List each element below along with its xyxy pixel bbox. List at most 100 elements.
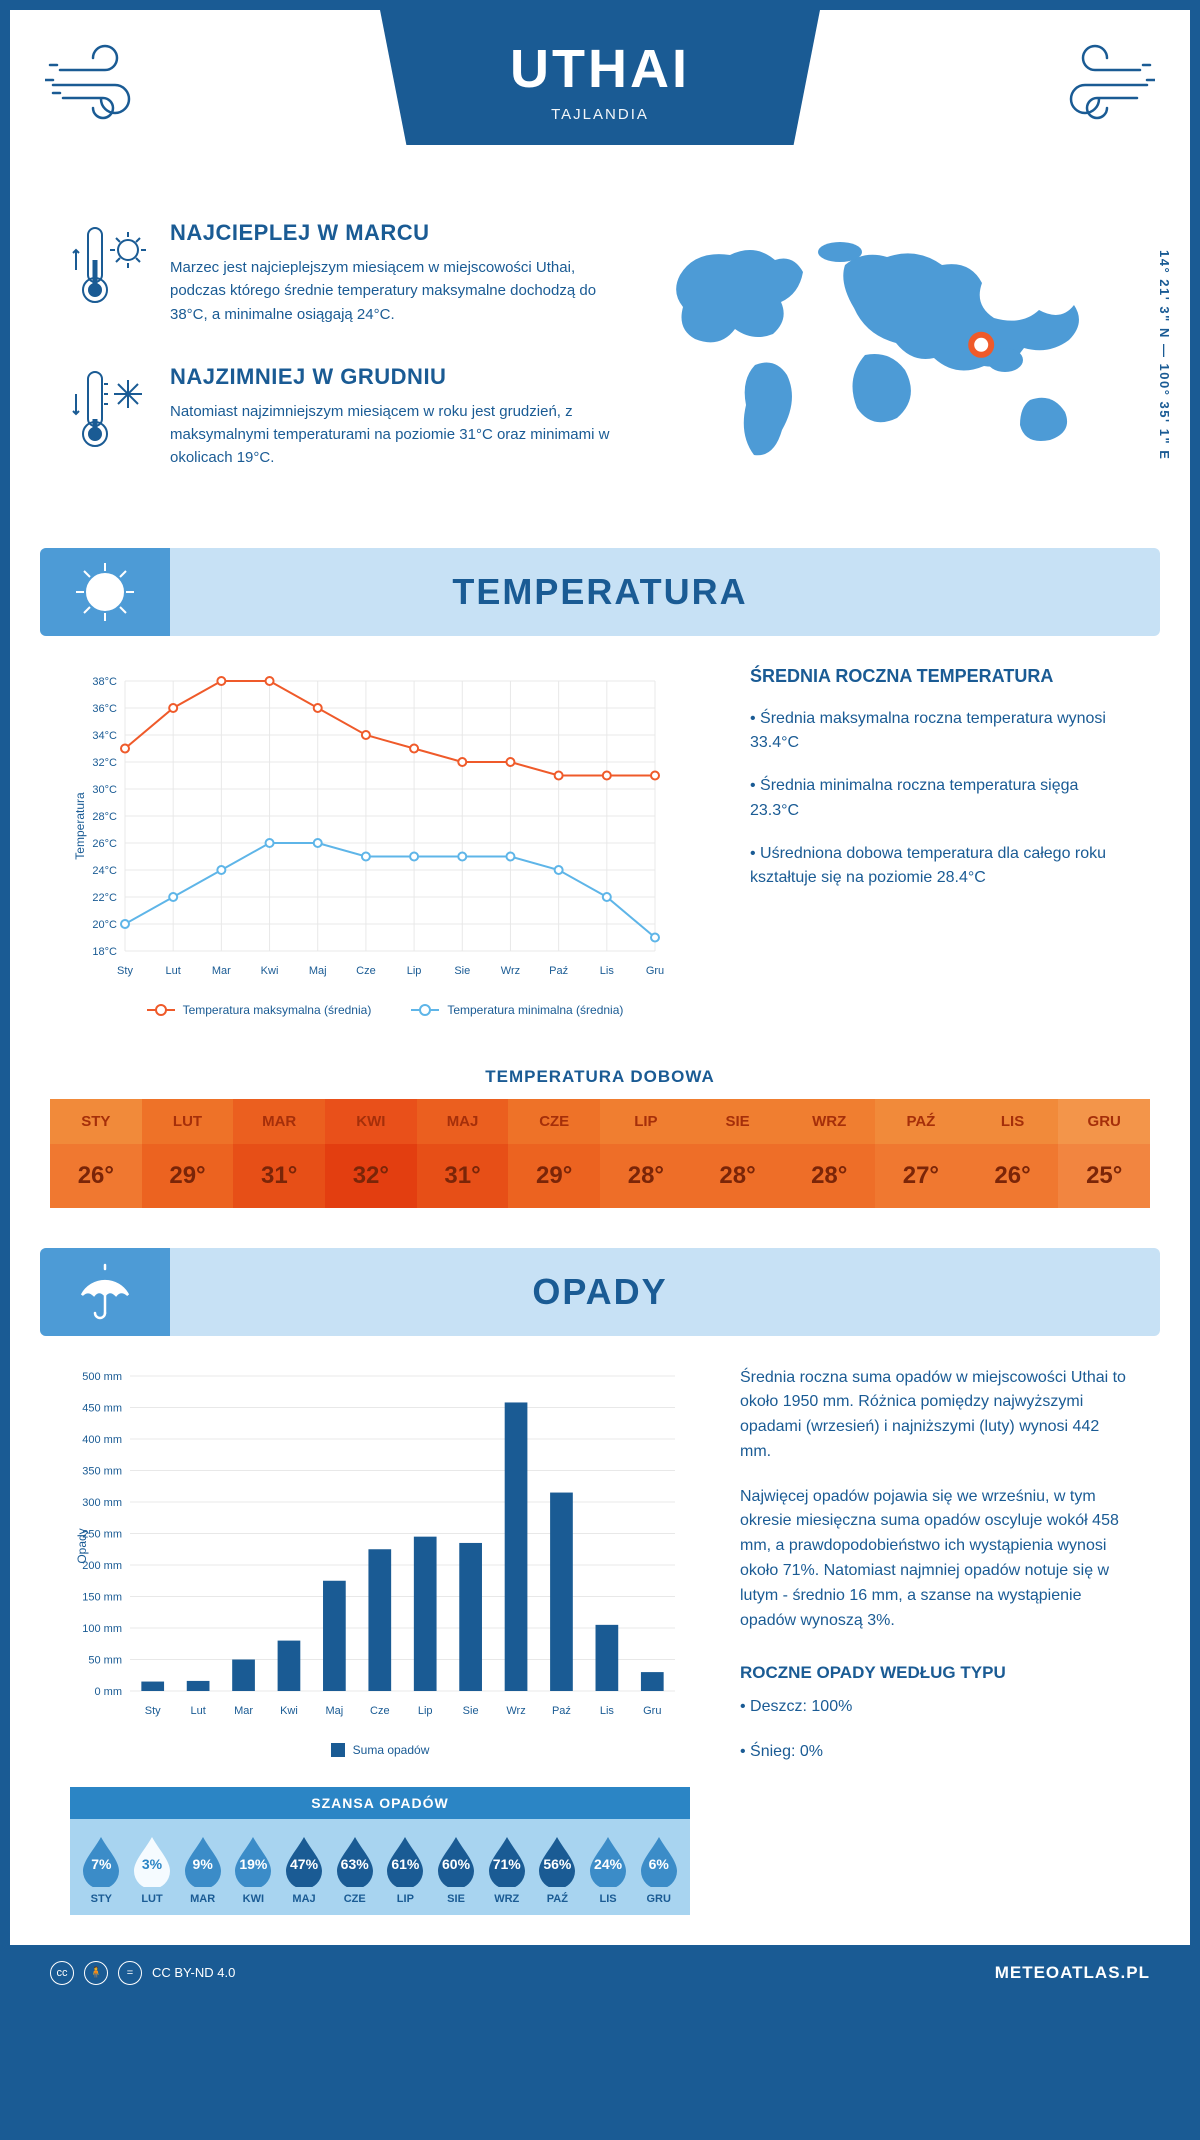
temp-info: ŚREDNIA ROCZNA TEMPERATURA • Średnia mak… [750,666,1130,1017]
svg-text:50 mm: 50 mm [88,1654,122,1666]
daily-col: MAJ31° [417,1099,509,1208]
chance-item: 19%KWI [228,1833,279,1905]
svg-text:Sty: Sty [117,965,133,977]
cc-icon: cc [50,1961,74,1985]
daily-col: PAŹ27° [875,1099,967,1208]
temperature-chart: 18°C20°C22°C24°C26°C28°C30°C32°C34°C36°C… [70,666,700,1017]
warmest-text: Marzec jest najcieplejszym miesiącem w m… [170,256,610,326]
svg-text:Lut: Lut [190,1705,205,1717]
svg-text:Maj: Maj [326,1705,344,1717]
chance-item: 24%LIS [583,1833,634,1905]
daily-col: WRZ28° [783,1099,875,1208]
svg-text:Kwi: Kwi [280,1705,298,1717]
precip-snow: • Śnieg: 0% [740,1740,1130,1765]
city-name: UTHAI [440,38,760,100]
svg-text:0 mm: 0 mm [95,1686,123,1698]
svg-text:100 mm: 100 mm [82,1623,122,1635]
legend-max: Temperatura maksymalna (średnia) [183,1003,372,1017]
svg-text:36°C: 36°C [92,703,117,715]
chance-item: 6%GRU [633,1833,684,1905]
daily-col: LIS26° [967,1099,1059,1208]
svg-text:150 mm: 150 mm [82,1591,122,1603]
svg-text:32°C: 32°C [92,757,117,769]
svg-text:300 mm: 300 mm [82,1497,122,1509]
precip-rain: • Deszcz: 100% [740,1695,1130,1720]
svg-text:Cze: Cze [370,1705,390,1717]
svg-text:Wrz: Wrz [506,1705,525,1717]
chance-item: 47%MAJ [279,1833,330,1905]
warmest-title: NAJCIEPLEJ W MARCU [170,220,610,246]
temp-bullet: • Średnia minimalna roczna temperatura s… [750,774,1130,824]
svg-text:Lut: Lut [166,965,181,977]
chance-title: SZANSA OPADÓW [70,1787,690,1819]
svg-text:500 mm: 500 mm [82,1371,122,1383]
precip-legend: Suma opadów [70,1743,690,1757]
wind-icon [45,40,165,130]
chance-item: 56%PAŹ [532,1833,583,1905]
svg-text:350 mm: 350 mm [82,1465,122,1477]
svg-text:Sty: Sty [145,1705,161,1717]
svg-text:Sie: Sie [463,1705,479,1717]
world-map [650,220,1110,480]
temp-bullet: • Średnia maksymalna roczna temperatura … [750,707,1130,757]
svg-text:Lip: Lip [407,965,422,977]
daily-col: LUT29° [142,1099,234,1208]
precipitation-chart: 0 mm50 mm100 mm150 mm200 mm250 mm300 mm3… [70,1366,690,1915]
chance-item: 63%CZE [329,1833,380,1905]
thermometer-hot-icon [70,220,150,310]
svg-text:450 mm: 450 mm [82,1402,122,1414]
svg-text:28°C: 28°C [92,811,117,823]
svg-text:Opady: Opady [75,1528,89,1563]
svg-text:22°C: 22°C [92,892,117,904]
temp-info-title: ŚREDNIA ROCZNA TEMPERATURA [750,666,1130,687]
thermometer-cold-icon [70,364,150,454]
svg-text:Lis: Lis [600,965,615,977]
svg-text:20°C: 20°C [92,919,117,931]
chance-item: 3%LUT [127,1833,178,1905]
daily-temp-table: STY26°LUT29°MAR31°KWI32°MAJ31°CZE29°LIP2… [50,1099,1150,1208]
precip-info: Średnia roczna suma opadów w miejscowośc… [740,1366,1130,1915]
sun-icon [40,548,170,636]
svg-text:Lip: Lip [418,1705,433,1717]
svg-text:Paź: Paź [552,1705,571,1717]
license-text: CC BY-ND 4.0 [152,1965,235,1980]
title-banner: UTHAI TAJLANDIA [380,10,820,145]
temp-title: TEMPERATURA [452,571,747,613]
warmest-block: NAJCIEPLEJ W MARCU Marzec jest najcieple… [70,220,610,326]
chance-item: 71%WRZ [481,1833,532,1905]
brand: METEOATLAS.PL [995,1963,1150,1983]
precip-type-title: ROCZNE OPADY WEDŁUG TYPU [740,1663,1130,1683]
daily-col: STY26° [50,1099,142,1208]
daily-temp-title: TEMPERATURA DOBOWA [10,1067,1190,1087]
footer: cc 🧍 = CC BY-ND 4.0 METEOATLAS.PL [10,1945,1190,2001]
svg-text:38°C: 38°C [92,676,117,688]
wind-icon [1035,40,1155,130]
by-icon: 🧍 [84,1961,108,1985]
temp-legend: #leg-max::before{border-color:#ef5a2a}Te… [70,1003,700,1017]
legend-min: Temperatura minimalna (średnia) [447,1003,623,1017]
svg-text:Temperatura: Temperatura [73,791,87,859]
chance-item: 60%SIE [431,1833,482,1905]
precip-chance-box: SZANSA OPADÓW 7%STY3%LUT9%MAR19%KWI47%MA… [70,1787,690,1915]
precip-title: OPADY [532,1271,667,1313]
svg-text:Paź: Paź [549,965,568,977]
svg-text:24°C: 24°C [92,865,117,877]
svg-text:Mar: Mar [234,1705,253,1717]
svg-text:Kwi: Kwi [261,965,279,977]
daily-col: SIE28° [692,1099,784,1208]
svg-text:30°C: 30°C [92,784,117,796]
svg-text:Maj: Maj [309,965,327,977]
svg-text:26°C: 26°C [92,838,117,850]
precip-section-header: OPADY [40,1248,1160,1336]
coldest-title: NAJZIMNIEJ W GRUDNIU [170,364,610,390]
svg-text:Wrz: Wrz [501,965,520,977]
svg-text:Cze: Cze [356,965,376,977]
precip-para: Średnia roczna suma opadów w miejscowośc… [740,1366,1130,1465]
svg-text:400 mm: 400 mm [82,1434,122,1446]
header: UTHAI TAJLANDIA [10,10,1190,190]
svg-text:Lis: Lis [600,1705,615,1717]
daily-col: MAR31° [233,1099,325,1208]
svg-text:18°C: 18°C [92,946,117,958]
daily-col: CZE29° [508,1099,600,1208]
intro-section: NAJCIEPLEJ W MARCU Marzec jest najcieple… [10,190,1190,548]
